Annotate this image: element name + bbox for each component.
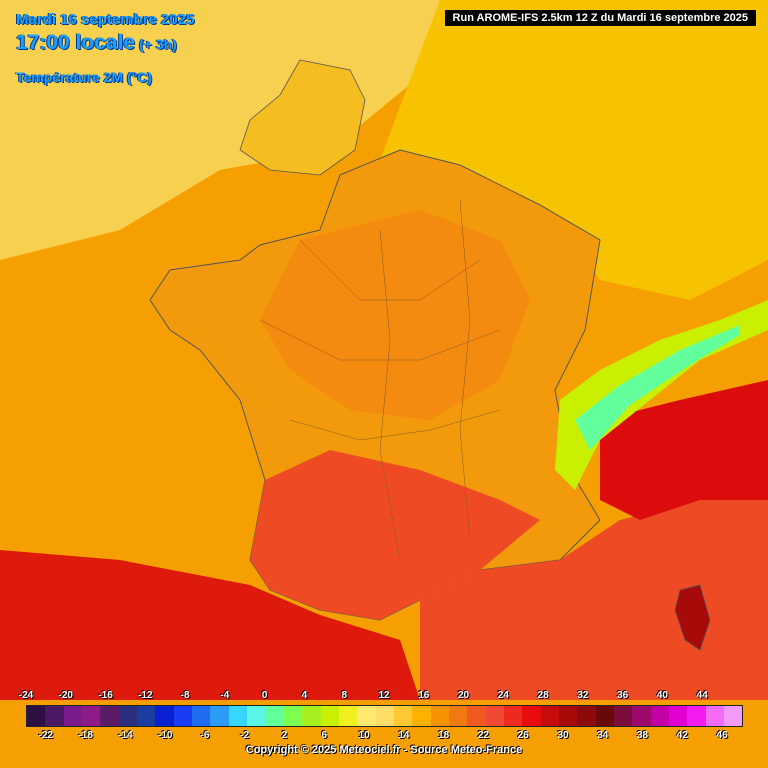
legend-tick-label: 4: [301, 690, 308, 701]
legend-tick-label: -16: [98, 690, 113, 701]
colorbar-swatch: [100, 706, 119, 726]
legend-tick-label: -10: [157, 730, 173, 741]
map-header: Mardi 16 septembre 2025 17:00 locale (+ 3…: [16, 11, 195, 85]
copyright-text: Copyright © 2025 Meteociel.fr - Source M…: [245, 744, 523, 756]
legend-tick-label: -22: [38, 730, 54, 741]
legend-tick-label: 30: [557, 730, 569, 741]
colorbar-swatch: [485, 706, 504, 726]
mediterranean-sea: [420, 490, 768, 700]
colorbar-swatch: [503, 706, 523, 726]
colorbar-swatch: [558, 706, 578, 726]
colorbar-swatch: [595, 706, 614, 726]
colorbar-swatch: [192, 706, 211, 726]
legend-tick-label: 40: [656, 690, 668, 701]
uk-landmass: [239, 59, 366, 176]
colorbar-swatch: [448, 706, 468, 726]
legend-tick-label: 26: [517, 730, 529, 741]
colorbar-swatch: [63, 706, 83, 726]
colorbar-swatch: [210, 706, 229, 726]
interior-warm-zone: [260, 210, 530, 420]
colorbar-swatch: [632, 706, 651, 726]
legend-tick-label: 32: [577, 690, 589, 701]
legend-tick-label: 28: [537, 690, 549, 701]
legend-colorbar: [26, 705, 744, 727]
legend-tick-label: 8: [341, 690, 347, 701]
legend-tick-label: 36: [617, 690, 629, 701]
legend-tick-label: -20: [58, 690, 73, 701]
colorbar-swatch: [45, 706, 64, 726]
colorbar-swatch: [614, 706, 633, 726]
legend-tick-label: -4: [220, 690, 230, 701]
time-offset: (+ 3h): [139, 35, 177, 52]
legend-tick-label: -24: [18, 690, 34, 701]
corsica: [674, 584, 711, 651]
temperature-legend: Copyright © 2025 Meteociel.fr - Source M…: [0, 686, 768, 768]
local-time-label: 17:00 locale: [16, 30, 136, 54]
forecast-time: 17:00 locale (+ 3h): [16, 31, 194, 54]
north-pale-zone: [0, 0, 470, 260]
southwest-hot-zone: [250, 450, 540, 620]
colorbar-swatch: [338, 706, 358, 726]
colorbar-swatch: [173, 706, 193, 726]
colorbar-swatch: [375, 706, 394, 726]
colorbar-swatch: [228, 706, 248, 726]
legend-tick-label: 42: [676, 730, 688, 741]
colorbar-swatch: [650, 706, 670, 726]
colorbar-swatch: [393, 706, 413, 726]
legend-tick-label: -2: [240, 730, 250, 741]
colorbar-swatch: [357, 706, 376, 726]
legend-tick-label: 2: [281, 730, 288, 741]
colorbar-swatch: [27, 706, 46, 726]
colorbar-swatch: [82, 706, 101, 726]
colorbar-swatch: [283, 706, 303, 726]
alps-coldest-zone: [575, 325, 740, 450]
legend-tick-label: 22: [477, 730, 489, 741]
iberia-hot-zone: [0, 550, 420, 700]
legend-tick-label: -6: [200, 730, 210, 741]
forecast-date: Mardi 16 septembre 2025: [16, 11, 195, 28]
legend-tick-label: 20: [457, 690, 470, 701]
colorbar-swatch: [247, 706, 266, 726]
italy-hot-zone: [600, 380, 768, 520]
legend-tick-label: 44: [696, 690, 708, 701]
colorbar-swatch: [467, 706, 486, 726]
legend-tick-label: -18: [78, 730, 93, 741]
legend-tick-label: -14: [118, 730, 133, 741]
parameter-label: Température 2M (°C): [16, 68, 153, 85]
colorbar-swatch: [687, 706, 706, 726]
legend-tick-label: 14: [398, 730, 410, 741]
colorbar-swatch: [302, 706, 321, 726]
colorbar-swatch: [412, 706, 431, 726]
colorbar-swatch: [577, 706, 596, 726]
colorbar-swatch: [724, 706, 743, 726]
legend-tick-label: 6: [321, 730, 328, 741]
colorbar-swatch: [705, 706, 725, 726]
colorbar-swatch: [265, 706, 284, 726]
legend-tick-label: 10: [358, 730, 370, 741]
colorbar-swatch: [118, 706, 138, 726]
region-borders: [259, 199, 501, 561]
legend-tick-label: 0: [261, 690, 268, 701]
legend-tick-label: 38: [636, 730, 649, 741]
legend-tick-label: 12: [378, 690, 390, 701]
legend-tick-label: 16: [418, 690, 430, 701]
colorbar-swatch: [669, 706, 688, 726]
colorbar-swatch: [522, 706, 541, 726]
legend-tick-label: -12: [138, 690, 153, 701]
legend-tick-label: 24: [497, 690, 509, 701]
colorbar-swatch: [137, 706, 156, 726]
north-europe-zone: [380, 0, 768, 300]
legend-tick-label: 46: [716, 730, 728, 741]
colorbar-swatch: [320, 706, 339, 726]
colorbar-swatch: [430, 706, 449, 726]
legend-tick-label: 18: [438, 730, 450, 741]
model-run-info: Run AROME-IFS 2.5km 12 Z du Mardi 16 sep…: [444, 10, 756, 26]
legend-tick-label: -8: [180, 690, 190, 701]
colorbar-swatch: [155, 706, 174, 726]
legend-tick-label: 34: [597, 730, 609, 741]
colorbar-swatch: [540, 706, 559, 726]
